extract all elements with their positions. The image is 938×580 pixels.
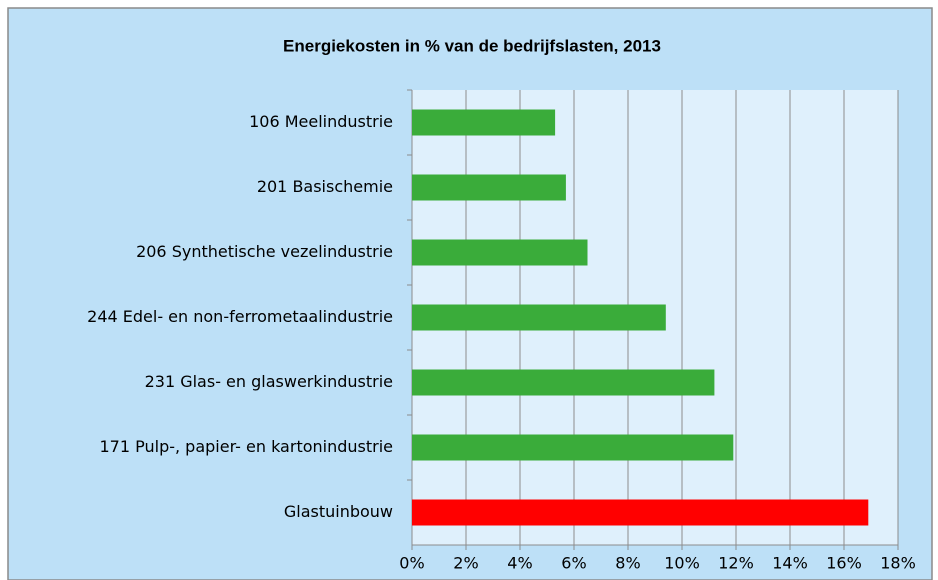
bar <box>412 499 869 526</box>
y-tick-label: 171 Pulp-, papier- en kartonindustrie <box>100 437 394 456</box>
x-tick-label: 8% <box>615 554 640 573</box>
y-tick-label: 206 Synthetische vezelindustrie <box>136 242 393 261</box>
x-tick-label: 6% <box>561 554 586 573</box>
x-tick-label: 16% <box>826 554 862 573</box>
y-tick-label: Glastuinbouw <box>284 502 393 521</box>
x-tick-label: 12% <box>718 554 754 573</box>
bar <box>412 109 556 136</box>
bar <box>412 304 666 331</box>
x-tick-label: 2% <box>453 554 478 573</box>
x-tick-label: 18% <box>880 554 916 573</box>
y-tick-label: 244 Edel- en non-ferrometaalindustrie <box>87 307 393 326</box>
x-tick-label: 10% <box>664 554 700 573</box>
y-tick-label: 201 Basischemie <box>257 177 393 196</box>
chart-title: Energiekosten in % van de bedrijfslasten… <box>283 36 661 55</box>
bar <box>412 369 715 396</box>
y-tick-label: 231 Glas- en glaswerkindustrie <box>145 372 393 391</box>
x-tick-label: 4% <box>507 554 532 573</box>
y-tick-label: 106 Meelindustrie <box>249 112 393 131</box>
x-tick-label: 14% <box>772 554 808 573</box>
bar <box>412 174 566 201</box>
bar <box>412 434 734 461</box>
bar <box>412 239 588 266</box>
x-tick-label: 0% <box>399 554 424 573</box>
